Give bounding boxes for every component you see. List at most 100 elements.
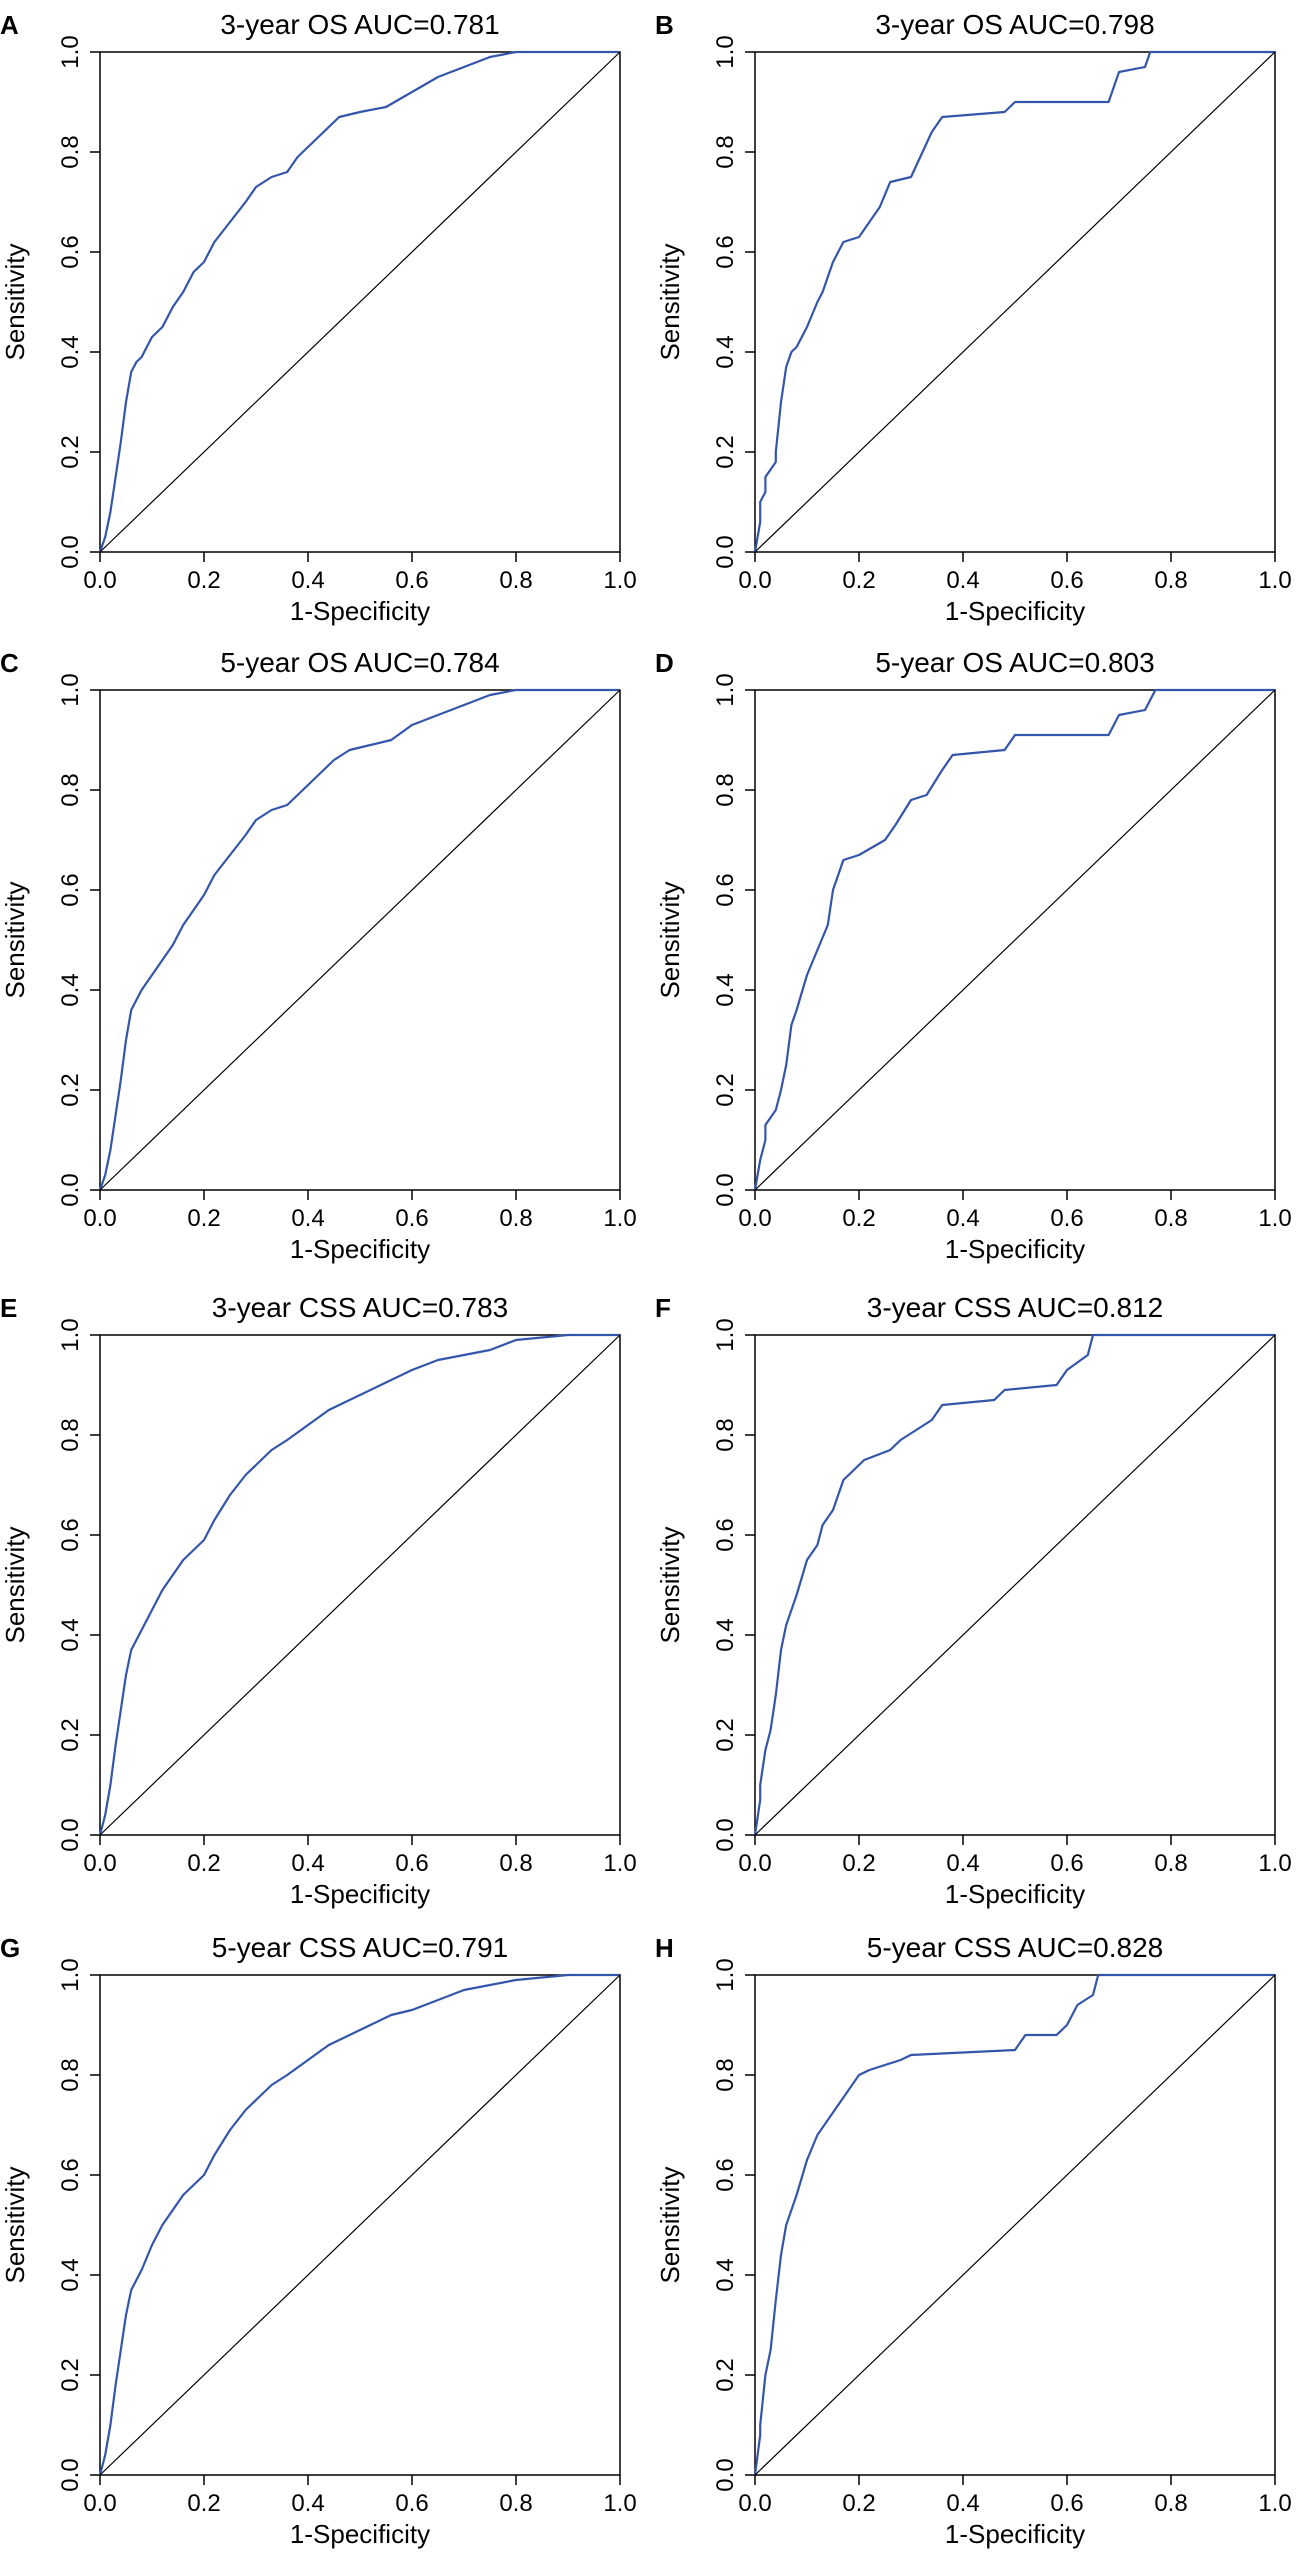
x-tick-label: 0.8 bbox=[499, 1850, 532, 1877]
y-tick-label: 1.0 bbox=[712, 1318, 739, 1351]
y-tick-label: 0.4 bbox=[712, 973, 739, 1006]
plot-frame bbox=[754, 689, 1276, 1191]
panel-h: H 5-year CSS AUC=0.828 0.0 0.2 0.4 0.6 0.8 1.0 0… bbox=[655, 1932, 1292, 2549]
panel-g: G 5-year CSS AUC=0.791 0.0 0.2 0.4 0.6 0.8 1.0 0… bbox=[0, 1932, 637, 2549]
y-tick-label: 0.8 bbox=[57, 773, 84, 806]
x-tick-label: 0.8 bbox=[1154, 2490, 1187, 2517]
panel-label: C bbox=[0, 648, 19, 678]
x-tick-label: 0.2 bbox=[187, 1850, 220, 1877]
roc-curve bbox=[98, 50, 620, 553]
x-tick-label: 0.6 bbox=[1050, 2490, 1083, 2517]
x-axis-label: 1-Specificity bbox=[290, 1879, 430, 1909]
y-tick-label: 0.8 bbox=[712, 1418, 739, 1451]
x-tick-label: 0.6 bbox=[395, 1205, 428, 1232]
x-tick-label: 0.8 bbox=[1154, 567, 1187, 594]
x-tick-label: 0.8 bbox=[499, 1205, 532, 1232]
plot-frame bbox=[754, 51, 1276, 553]
panel-label: H bbox=[655, 1933, 674, 1963]
x-axis-label: 1-Specificity bbox=[945, 596, 1085, 626]
x-tick-label: 0.4 bbox=[291, 2490, 324, 2517]
x-tick-label: 0.4 bbox=[946, 1850, 979, 1877]
y-tick-label: 0.0 bbox=[712, 2458, 739, 2491]
chart-title: 5-year CSS AUC=0.791 bbox=[212, 1932, 509, 1963]
y-tick-label: 0.2 bbox=[712, 1073, 739, 1106]
x-tick-label: 0.6 bbox=[1050, 567, 1083, 594]
y-axis-label: Sensitivity bbox=[655, 243, 685, 360]
x-tick-label: 1.0 bbox=[1258, 1205, 1291, 1232]
y-tick-label: 1.0 bbox=[712, 35, 739, 68]
x-tick-label: 1.0 bbox=[1258, 1850, 1291, 1877]
y-axis-label: Sensitivity bbox=[655, 2166, 685, 2283]
chart-title: 3-year CSS AUC=0.812 bbox=[867, 1292, 1164, 1323]
y-tick-label: 0.2 bbox=[57, 1718, 84, 1751]
plot-frame bbox=[99, 1974, 621, 2476]
x-axis-label: 1-Specificity bbox=[945, 2519, 1085, 2549]
y-tick-label: 1.0 bbox=[57, 673, 84, 706]
x-tick-label: 0.6 bbox=[395, 2490, 428, 2517]
x-tick-label: 0.8 bbox=[499, 567, 532, 594]
x-tick-label: 0.8 bbox=[1154, 1205, 1187, 1232]
x-tick-label: 0.4 bbox=[946, 567, 979, 594]
y-tick-label: 0.2 bbox=[712, 1718, 739, 1751]
y-tick-label: 0.4 bbox=[712, 335, 739, 368]
x-tick-label: 0.2 bbox=[842, 2490, 875, 2517]
reference-diagonal bbox=[99, 1334, 621, 1836]
y-tick-label: 0.4 bbox=[57, 973, 84, 1006]
x-tick-label: 0.8 bbox=[499, 2490, 532, 2517]
y-tick-label: 0.4 bbox=[57, 335, 84, 368]
y-tick-label: 0.6 bbox=[57, 235, 84, 268]
x-axis-label: 1-Specificity bbox=[290, 1234, 430, 1264]
y-tick-label: 0.2 bbox=[57, 435, 84, 468]
panel-label: G bbox=[0, 1933, 20, 1963]
roc-curve bbox=[98, 688, 620, 1191]
chart-title: 5-year OS AUC=0.803 bbox=[875, 647, 1154, 678]
y-tick-label: 0.8 bbox=[57, 1418, 84, 1451]
reference-diagonal bbox=[99, 1974, 621, 2476]
x-axis-label: 1-Specificity bbox=[945, 1879, 1085, 1909]
y-tick-label: 0.2 bbox=[57, 2358, 84, 2391]
x-axis-label: 1-Specificity bbox=[290, 596, 430, 626]
plot-frame bbox=[99, 1334, 621, 1836]
plot-frame bbox=[99, 689, 621, 1191]
x-tick-label: 0.8 bbox=[1154, 1850, 1187, 1877]
y-tick-label: 0.6 bbox=[712, 235, 739, 268]
y-tick-label: 0.0 bbox=[57, 535, 84, 568]
chart-title: 5-year CSS AUC=0.828 bbox=[867, 1932, 1164, 1963]
plot-frame bbox=[754, 1974, 1276, 2476]
y-axis-label: Sensitivity bbox=[0, 1526, 30, 1643]
plot-frame bbox=[754, 1334, 1276, 1836]
panel-label: E bbox=[0, 1293, 17, 1323]
reference-diagonal bbox=[99, 51, 621, 553]
x-tick-label: 0.0 bbox=[83, 567, 116, 594]
y-tick-label: 0.0 bbox=[712, 535, 739, 568]
y-tick-label: 0.2 bbox=[57, 1073, 84, 1106]
roc-curve bbox=[753, 688, 1275, 1191]
panel-d: D 5-year OS AUC=0.803 0.0 0.2 0.4 0.6 0.8 1.0 0.… bbox=[655, 647, 1292, 1264]
panel-label: F bbox=[655, 1293, 671, 1323]
x-tick-label: 0.4 bbox=[291, 567, 324, 594]
chart-title: 3-year OS AUC=0.781 bbox=[220, 9, 499, 40]
roc-curve bbox=[98, 1333, 620, 1836]
y-tick-label: 1.0 bbox=[57, 1958, 84, 1991]
y-tick-label: 1.0 bbox=[57, 35, 84, 68]
roc-curve bbox=[753, 1333, 1275, 1836]
y-tick-label: 0.4 bbox=[712, 1618, 739, 1651]
x-tick-label: 0.0 bbox=[83, 1850, 116, 1877]
reference-diagonal bbox=[99, 689, 621, 1191]
y-tick-label: 0.6 bbox=[712, 873, 739, 906]
x-tick-label: 0.6 bbox=[395, 1850, 428, 1877]
y-tick-label: 0.2 bbox=[712, 435, 739, 468]
y-tick-label: 0.6 bbox=[57, 2158, 84, 2191]
y-axis-label: Sensitivity bbox=[655, 881, 685, 998]
x-tick-label: 0.6 bbox=[1050, 1850, 1083, 1877]
y-tick-label: 0.6 bbox=[712, 1518, 739, 1551]
y-axis-label: Sensitivity bbox=[0, 881, 30, 998]
x-tick-label: 0.0 bbox=[738, 1205, 771, 1232]
reference-diagonal bbox=[754, 1974, 1276, 2476]
x-tick-label: 0.0 bbox=[738, 567, 771, 594]
x-tick-label: 0.4 bbox=[291, 1850, 324, 1877]
roc-curve bbox=[753, 1973, 1275, 2476]
x-tick-label: 1.0 bbox=[603, 1205, 636, 1232]
roc-curve bbox=[753, 50, 1275, 553]
x-tick-label: 1.0 bbox=[603, 2490, 636, 2517]
